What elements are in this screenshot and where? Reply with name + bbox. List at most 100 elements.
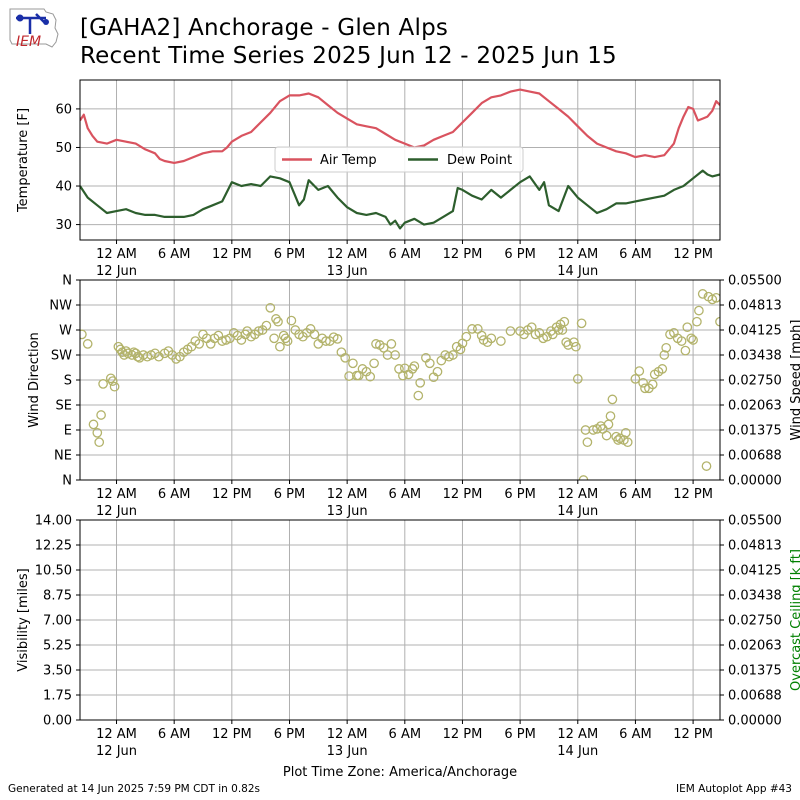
xtick-label: 6 PM — [274, 487, 305, 502]
xtick-date-label: 12 Jun — [96, 744, 137, 759]
ytick-label: N — [62, 274, 72, 289]
right-tick-label: 0.01375 — [728, 424, 782, 439]
wind-direction-point — [640, 383, 650, 394]
xtick-label: 6 PM — [274, 727, 305, 742]
ytick-label: 0.00 — [43, 714, 72, 729]
right-tick-label: 0.02063 — [728, 639, 782, 654]
xtick-label: 6 AM — [389, 487, 422, 502]
wind-direction-point — [398, 370, 408, 381]
wind-direction-point — [476, 330, 487, 341]
xtick-label: 6 AM — [619, 487, 652, 502]
ytick-label: W — [59, 324, 72, 339]
xtick-label: 12 AM — [96, 247, 137, 262]
right-tick-label: 0.00000 — [728, 714, 782, 729]
ytick-label: 60 — [55, 102, 72, 117]
generated-footer: Generated at 14 Jun 2025 7:59 PM CDT in … — [8, 783, 261, 795]
wind-direction-point — [692, 316, 702, 327]
wind-direction-point — [321, 336, 331, 346]
wind-direction-point — [620, 427, 631, 438]
right-tick-label: 0.05500 — [728, 514, 782, 529]
wind-direction-point — [96, 410, 106, 420]
wind-direction-point — [105, 373, 116, 384]
ytick-label: E — [64, 424, 72, 439]
data-layer — [80, 88, 720, 230]
x-axis-label: Plot Time Zone: America/Anchorage — [283, 765, 517, 780]
ytick-label: 8.75 — [43, 589, 72, 604]
ytick-label: 40 — [55, 180, 72, 195]
xtick-label: 6 AM — [619, 247, 652, 262]
xtick-label: 6 AM — [389, 247, 422, 262]
xtick-label: 12 AM — [327, 487, 368, 502]
xtick-label: 6 AM — [158, 487, 191, 502]
xtick-date-label: 14 Jun — [557, 264, 598, 279]
wind-direction-point — [496, 336, 506, 346]
wind-direction-point — [80, 329, 87, 340]
xtick-label: 12 AM — [557, 247, 598, 262]
wind-direction-point — [622, 437, 633, 448]
wind-direction-point — [569, 337, 579, 348]
temperature-panel: 30 40 50 60 12 AM 12 Jun 6 AM 12 PM 6 PM 12 AM 13 … — [16, 79, 721, 279]
y-axis-right-label: Wind Speed [mph] — [789, 320, 800, 441]
ytick-label: S — [64, 374, 72, 389]
wind-direction-point — [676, 336, 687, 346]
wind-direction-point — [697, 289, 708, 299]
wind-direction-point — [711, 292, 720, 303]
data-layer — [80, 289, 720, 480]
xtick-label: 12 PM — [443, 247, 483, 262]
right-tick-label: 0.04813 — [728, 539, 782, 554]
ytick-label: 30 — [55, 218, 72, 233]
wind-direction-point — [432, 366, 443, 377]
wind-direction-point — [348, 358, 358, 369]
xtick-label: 12 PM — [212, 247, 252, 262]
wind-direction-point — [657, 364, 668, 374]
wind-direction-point — [109, 381, 120, 392]
ytick-label: 1.75 — [43, 689, 72, 704]
wind-direction-point — [82, 339, 93, 349]
wind-direction-point — [582, 437, 593, 448]
right-tick-label: 0.05500 — [728, 274, 782, 289]
wind-direction-point — [647, 379, 658, 390]
right-tick-label: 0.03438 — [728, 589, 782, 604]
wind-direction-point — [407, 364, 418, 374]
right-tick-label: 0.02750 — [728, 374, 782, 389]
wind-direction-point — [107, 376, 118, 386]
axes-frame — [79, 519, 721, 721]
wind-direction-point — [344, 371, 354, 381]
wind-direction-point — [98, 379, 108, 389]
wind-direction-point — [269, 333, 279, 344]
wind-direction-point — [92, 427, 103, 438]
wind-direction-point — [280, 333, 291, 344]
right-tick-label: 0.00688 — [728, 449, 782, 464]
wind-direction-point — [467, 324, 477, 334]
wind-panel: N NE E SE S SW W NW N 12 AM 12 Jun 6 AM 12 PM 6 PM 12 … — [27, 274, 800, 520]
right-tick-label: 0.02063 — [728, 399, 782, 414]
app-footer: IEM Autoplot App #43 — [676, 783, 792, 795]
wind-direction-point — [561, 337, 572, 348]
xtick-date-label: 13 Jun — [327, 504, 368, 519]
xtick-date-label: 13 Jun — [327, 744, 368, 759]
ytick-label: SW — [51, 349, 72, 364]
wind-direction-point — [261, 320, 272, 331]
xtick-label: 12 PM — [673, 247, 713, 262]
wind-direction-point — [613, 435, 623, 445]
wind-direction-point — [603, 419, 614, 430]
chart-title-line1: [GAHA2] Anchorage - Glen Alps — [80, 15, 449, 41]
xtick-label: 12 PM — [673, 727, 713, 742]
wind-direction-point — [332, 334, 343, 344]
xtick-label: 6 PM — [504, 487, 535, 502]
xtick-label: 6 AM — [619, 727, 652, 742]
ytick-label: 12.25 — [35, 539, 72, 554]
wind-direction-point — [701, 461, 712, 471]
wind-direction-point — [607, 394, 618, 405]
wind-direction-point — [686, 333, 697, 344]
ytick-label: 5.25 — [43, 639, 72, 654]
wind-direction-point — [588, 425, 599, 435]
legend-box — [274, 146, 524, 173]
xtick-label: 12 PM — [212, 487, 252, 502]
right-tick-label: 0.03438 — [728, 349, 782, 364]
wind-direction-point — [680, 345, 691, 356]
xtick-label: 12 PM — [673, 487, 713, 502]
wind-direction-point — [132, 351, 143, 362]
legend: Air Temp Dew Point — [274, 146, 524, 173]
